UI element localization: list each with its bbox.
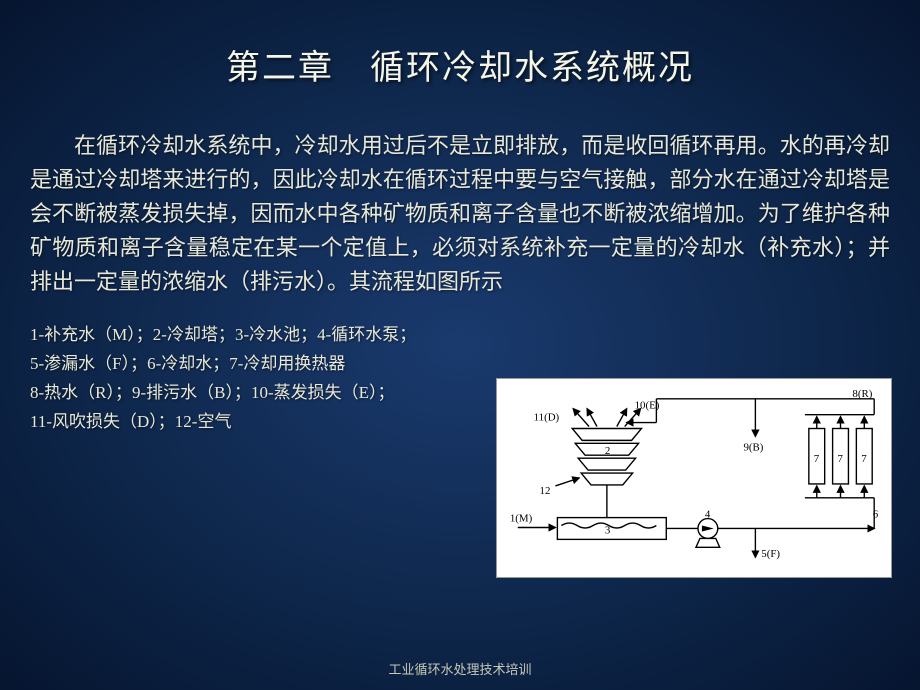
label-4: 4 <box>705 509 711 521</box>
label-7c: 7 <box>861 453 867 465</box>
label-7a: 7 <box>814 453 820 465</box>
diagram-svg: 2 11(D) 10(E) 12 3 <box>497 379 891 577</box>
legend-line-3: 8-热水（R）；9-排污水（B）；10-蒸发损失（E）； <box>30 379 530 408</box>
flow-diagram: 2 11(D) 10(E) 12 3 <box>496 378 892 578</box>
legend-line-4: 11-风吹损失（D）；12-空气 <box>30 408 530 437</box>
main-paragraph: 在循环冷却水系统中，冷却水用过后不是立即排放，而是收回循环再用。水的再冷却是通过… <box>30 129 890 299</box>
label-6: 6 <box>873 509 879 521</box>
label-2: 2 <box>605 445 610 457</box>
label-11: 11(D) <box>534 412 560 424</box>
legend-block: 1-补充水（M）；2-冷却塔；3-冷水池；4-循环水泵； 5-渗漏水（F）；6-… <box>30 321 530 437</box>
label-9: 9(B) <box>744 441 764 453</box>
label-5: 5(F) <box>761 548 780 560</box>
label-12: 12 <box>540 485 551 497</box>
label-8: 8(R) <box>852 388 872 400</box>
legend-line-1: 1-补充水（M）；2-冷却塔；3-冷水池；4-循环水泵； <box>30 321 530 350</box>
label-3: 3 <box>605 524 611 536</box>
chapter-title: 第二章 循环冷却水系统概况 <box>30 40 890 89</box>
footer-text: 工业循环水处理技术培训 <box>0 659 920 678</box>
slide-container: 第二章 循环冷却水系统概况 在循环冷却水系统中，冷却水用过后不是立即排放，而是收… <box>0 0 920 690</box>
legend-line-2: 5-渗漏水（F）；6-冷却水；7-冷却用换热器 <box>30 350 530 379</box>
label-7b: 7 <box>838 453 844 465</box>
label-1: 1(M) <box>510 513 533 525</box>
